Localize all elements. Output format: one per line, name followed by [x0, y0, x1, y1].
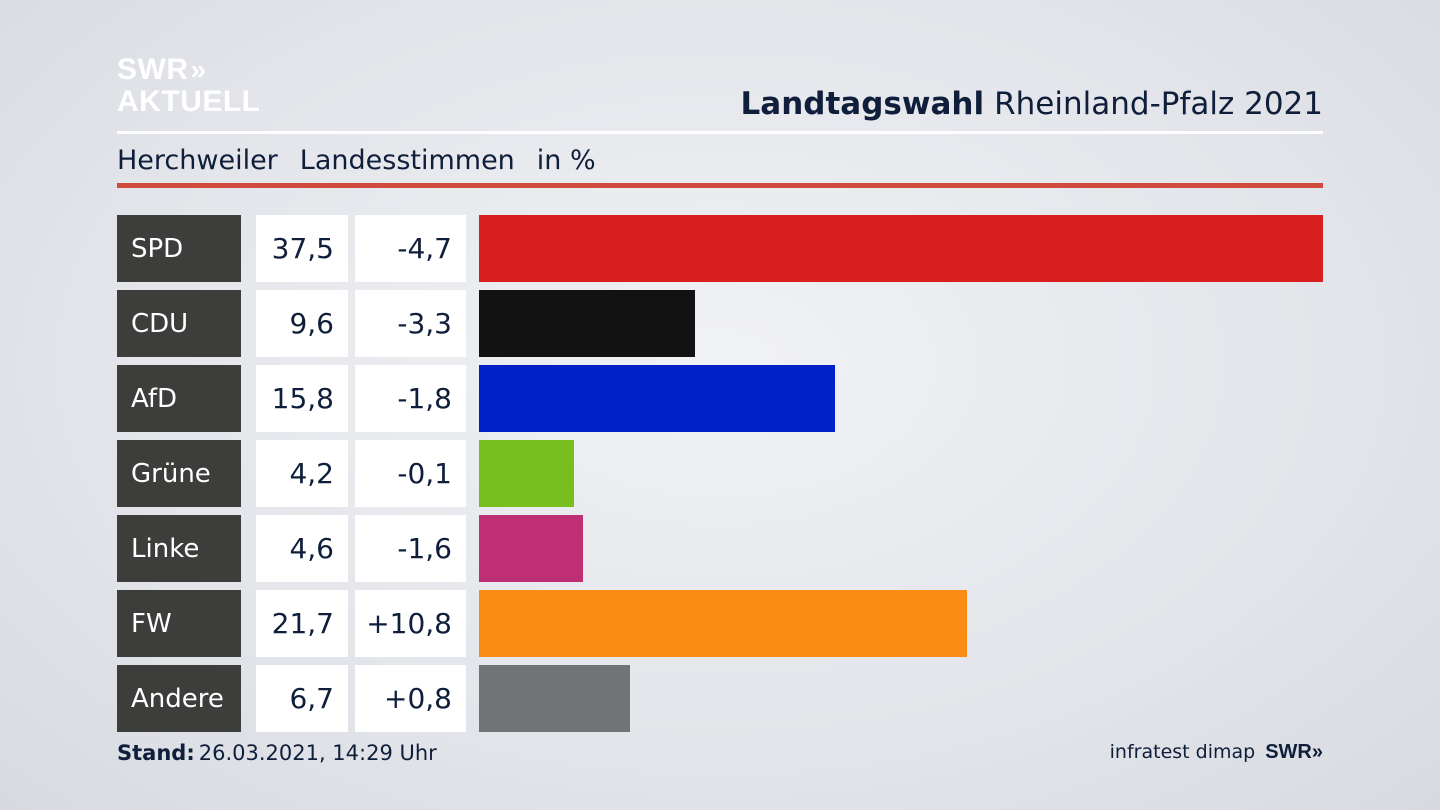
bar	[479, 590, 968, 657]
subtitle-kind: Landesstimmen	[299, 145, 515, 176]
swr-logo-text: SWR	[1265, 741, 1312, 763]
swr-logo-arrows: »	[1311, 741, 1323, 763]
diff-label: -4,7	[355, 215, 466, 282]
party-label: SPD	[117, 215, 241, 282]
source-text: infratest dimap	[1109, 741, 1256, 763]
subtitle-place: Herchweiler	[117, 145, 278, 176]
stand-label: Stand:	[117, 741, 195, 765]
bar	[479, 665, 630, 732]
value-label: 21,7	[256, 590, 348, 657]
party-label: Andere	[117, 665, 241, 732]
bar-row-fw: FW 21,7 +10,8	[117, 590, 1323, 657]
bar-row-spd: SPD 37,5 -4,7	[117, 215, 1323, 282]
bar-row-cdu: CDU 9,6 -3,3	[117, 290, 1323, 357]
bar	[479, 290, 696, 357]
party-label: AfD	[117, 365, 241, 432]
stand-value: 26.03.2021, 14:29 Uhr	[198, 741, 437, 765]
bar	[479, 365, 835, 432]
logo-arrows: »	[190, 54, 207, 85]
value-label: 6,7	[256, 665, 348, 732]
bar-row-afd: AfD 15,8 -1,8	[117, 365, 1323, 432]
party-label: CDU	[117, 290, 241, 357]
subtitle: Herchweiler Landesstimmen in %	[117, 145, 618, 176]
diff-label: +10,8	[355, 590, 466, 657]
diff-label: +0,8	[355, 665, 466, 732]
subtitle-unit: in %	[536, 145, 596, 176]
party-label: Linke	[117, 515, 241, 582]
timestamp: Stand: 26.03.2021, 14:29 Uhr	[117, 741, 437, 765]
diff-label: -1,6	[355, 515, 466, 582]
value-label: 15,8	[256, 365, 348, 432]
bar-row-grüne: Grüne 4,2 -0,1	[117, 440, 1323, 507]
title-rest: Rheinland-Pfalz 2021	[994, 86, 1323, 122]
subtitle-divider	[117, 183, 1323, 188]
logo-swr-text: SWR	[117, 53, 189, 86]
bar-row-andere: Andere 6,7 +0,8	[117, 665, 1323, 732]
diff-label: -3,3	[355, 290, 466, 357]
value-label: 9,6	[256, 290, 348, 357]
page-title: Landtagswahl Rheinland-Pfalz 2021	[741, 86, 1323, 122]
value-label: 4,2	[256, 440, 348, 507]
bar-row-linke: Linke 4,6 -1,6	[117, 515, 1323, 582]
results-bar-chart: SPD 37,5 -4,7 CDU 9,6 -3,3 AfD 15,8 -1,8 Grüne 4,2…	[117, 215, 1323, 735]
value-label: 37,5	[256, 215, 348, 282]
diff-label: -1,8	[355, 365, 466, 432]
swr-aktuell-logo: SWR» AKTUELL	[117, 54, 260, 118]
diff-label: -0,1	[355, 440, 466, 507]
source-credit: infratest dimap SWR»	[1110, 741, 1323, 764]
title-bold: Landtagswahl	[740, 86, 985, 122]
value-label: 4,6	[256, 515, 348, 582]
party-label: Grüne	[117, 440, 241, 507]
swr-logo: SWR»	[1265, 741, 1323, 763]
bar	[479, 215, 1323, 282]
logo-aktuell-text: AKTUELL	[117, 85, 261, 118]
party-label: FW	[117, 590, 241, 657]
title-divider	[117, 131, 1323, 134]
bar	[479, 515, 583, 582]
bar	[479, 440, 574, 507]
